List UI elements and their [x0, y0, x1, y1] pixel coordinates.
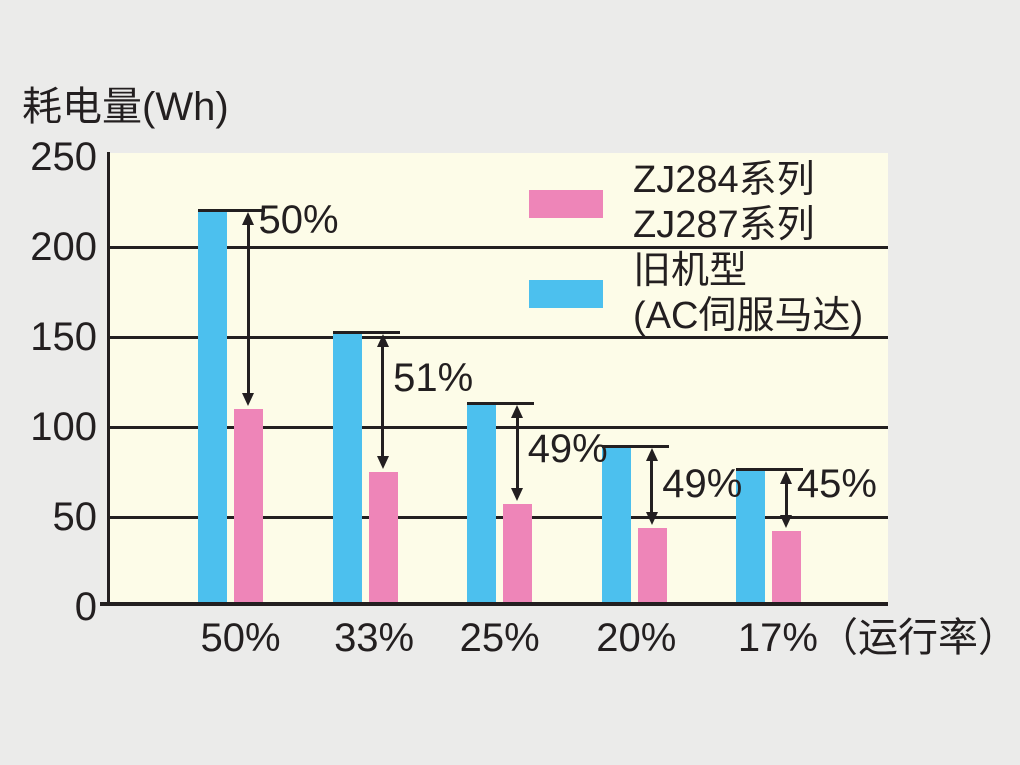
bar-new-25%	[503, 504, 533, 605]
x-tick-17%: 17%（运行率）	[737, 616, 1018, 660]
reduction-label-4: 45%	[796, 462, 877, 506]
arrow-line	[784, 480, 788, 520]
legend-label-line: ZJ284系列	[633, 159, 815, 201]
x-tick-20%: 20%	[596, 616, 677, 660]
y-tick-0: 0	[74, 585, 97, 629]
bar-old-50%	[198, 211, 227, 605]
y-tick-50: 50	[52, 495, 98, 539]
arrow-line	[515, 413, 519, 493]
gridline-150	[108, 335, 888, 339]
gridline-200	[108, 245, 888, 249]
reduction-label-1: 51%	[393, 356, 474, 400]
reduction-cap-line-0	[198, 209, 265, 212]
arrow-head-up-icon	[645, 447, 658, 461]
reduction-label-0: 50%	[258, 198, 339, 242]
bar-new-17%	[772, 531, 802, 605]
y-axis-line	[107, 152, 110, 606]
reduction-cap-line-1	[332, 331, 400, 335]
legend-swatch-old	[529, 280, 603, 308]
chart-title: 耗电量(Wh)	[22, 85, 229, 129]
x-axis-line	[100, 602, 888, 606]
reduction-arrow-1	[376, 334, 389, 469]
reduction-cap-line-2	[467, 401, 535, 405]
reduction-cap-line-4	[736, 468, 804, 472]
bar-old-20%	[601, 446, 631, 605]
gridline-100	[108, 425, 888, 429]
reduction-arrow-0	[242, 212, 254, 406]
x-tick-25%: 25%	[459, 616, 540, 660]
legend-label-line: ZJ287系列	[633, 204, 815, 246]
reduction-cap-line-3	[601, 444, 669, 448]
x-tick-33%: 33%	[334, 616, 415, 660]
arrow-head-down-icon	[376, 455, 389, 469]
reduction-arrow-2	[511, 404, 524, 502]
bar-new-20%	[637, 527, 667, 605]
arrow-line	[650, 456, 654, 516]
bar-old-25%	[467, 403, 497, 605]
y-tick-150: 150	[30, 315, 97, 359]
bar-old-33%	[332, 333, 362, 605]
y-tick-100: 100	[30, 405, 97, 449]
arrow-line	[381, 343, 385, 460]
arrow-head-down-icon	[780, 515, 793, 529]
legend-label-old: 旧机型 (AC伺服马达)	[633, 249, 863, 339]
reduction-arrow-4	[780, 471, 793, 529]
bar-new-50%	[234, 409, 263, 605]
arrow-line	[246, 221, 250, 397]
gridline-50	[108, 515, 888, 519]
y-tick-200: 200	[30, 225, 97, 269]
arrow-head-up-icon	[511, 404, 524, 418]
bar-old-17%	[736, 470, 766, 605]
reduction-label-2: 49%	[527, 427, 608, 471]
arrow-head-down-icon	[242, 393, 254, 406]
arrow-head-up-icon	[376, 334, 389, 348]
arrow-head-down-icon	[511, 488, 524, 502]
arrow-head-down-icon	[645, 511, 658, 525]
bar-new-33%	[368, 472, 398, 605]
legend-label-line: (AC伺服马达)	[633, 295, 864, 337]
legend-swatch-new	[529, 190, 603, 218]
arrow-head-up-icon	[780, 471, 793, 485]
arrow-head-up-icon	[242, 212, 254, 225]
legend-label-line: 旧机型	[633, 250, 748, 292]
reduction-arrow-3	[645, 447, 658, 525]
y-tick-250: 250	[30, 135, 97, 179]
legend-label-new: ZJ284系列 ZJ287系列	[633, 158, 815, 248]
reduction-label-3: 49%	[662, 462, 743, 506]
x-tick-50%: 50%	[200, 616, 281, 660]
